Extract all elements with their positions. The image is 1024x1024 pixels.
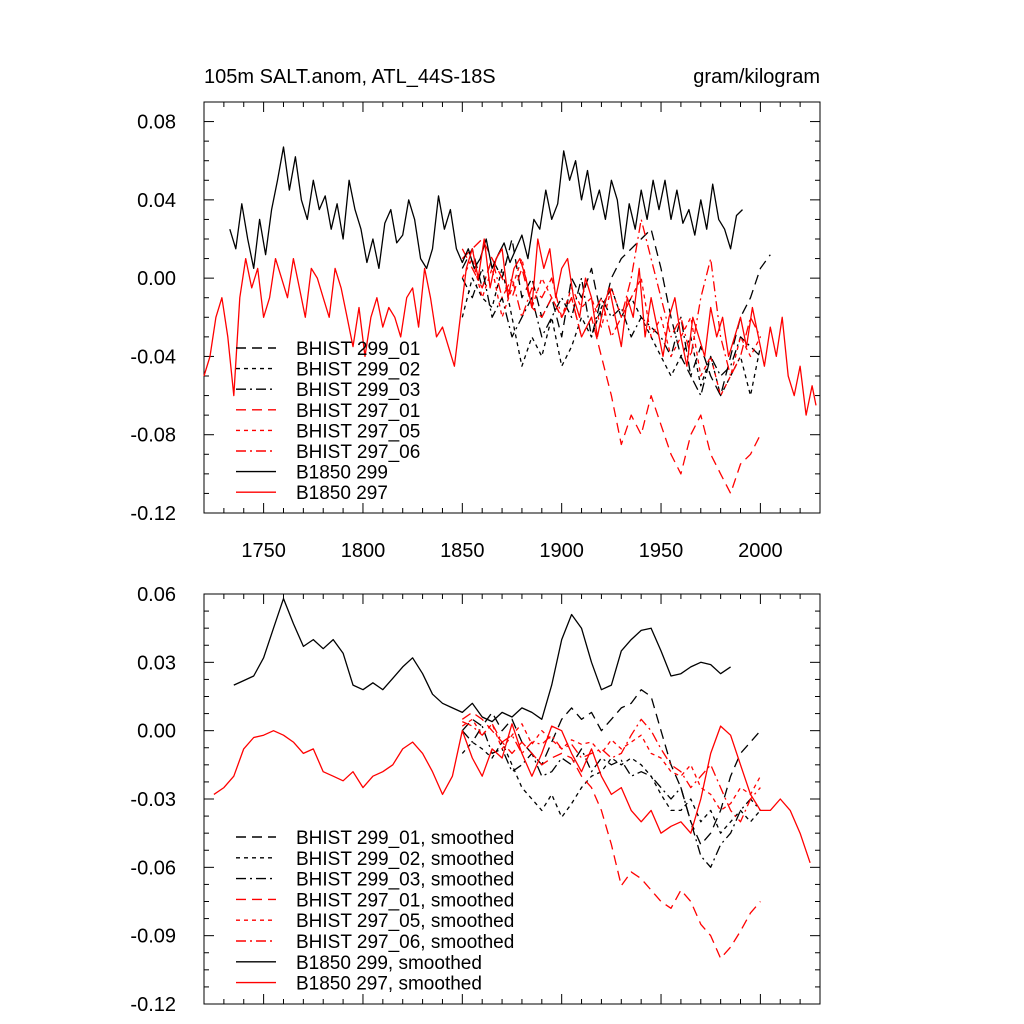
legend-label: B1850 299 (296, 463, 388, 484)
series-lines (203, 146, 817, 495)
series-line-bhist-299-02-smoothed (461, 741, 761, 834)
series-lines (213, 597, 811, 960)
y-tick-label: 0.04 (137, 190, 176, 212)
series-line-bhist-299-01-smoothed (461, 689, 761, 846)
legend-label: BHIST 299_01 (296, 339, 420, 360)
legend-label: BHIST 299_03, smoothed (296, 870, 514, 891)
legend-label: BHIST 297_05, smoothed (296, 911, 514, 932)
plot-frame (203, 101, 821, 514)
series-line-bhist-297-01 (461, 238, 761, 495)
legend-label: BHIST 299_01, smoothed (296, 828, 514, 849)
series-line-b1850-297 (203, 238, 817, 416)
legend-label: BHIST 299_02 (296, 360, 420, 381)
series-line-bhist-299-02 (461, 267, 762, 397)
series-line-b1850-299 (229, 146, 743, 270)
series-line-bhist-299-03-smoothed (461, 725, 761, 868)
x-tick-label: 1950 (639, 540, 684, 562)
legend-label: BHIST 297_01, smoothed (296, 890, 514, 911)
y-tick-label: -0.04 (130, 346, 176, 368)
y-tick-label: 0.08 (137, 112, 176, 134)
x-tick-label: 2000 (738, 540, 783, 562)
tick-marks (203, 593, 821, 1005)
legend-label: B1850 297 (296, 483, 388, 504)
y-tick-label: -0.06 (130, 857, 176, 879)
legend-label: BHIST 299_03 (296, 380, 420, 401)
x-tick-label: 1750 (241, 540, 286, 562)
series-line-bhist-299-03 (461, 267, 761, 397)
legend-label: BHIST 297_06 (296, 442, 420, 463)
y-tick-label: 0.03 (137, 652, 176, 674)
x-tick-labels: 1750 1800 1850 1900 1950 2000 (241, 540, 782, 562)
x-tick-label: 1800 (341, 540, 386, 562)
tick-marks (203, 101, 821, 514)
y-tick-label: 0.00 (137, 721, 176, 743)
y-tick-label: 0.00 (137, 268, 176, 290)
x-tick-label: 1900 (539, 540, 584, 562)
legend-label: B1850 299, smoothed (296, 953, 482, 974)
legend-label: BHIST 297_06, smoothed (296, 932, 514, 953)
y-tick-label: -0.12 (130, 503, 176, 525)
series-line-bhist-297-06-smoothed (462, 718, 761, 823)
y-tick-label: -0.09 (130, 926, 176, 948)
legend-label: BHIST 297_05 (296, 421, 420, 442)
y-tick-label: 0.06 (137, 584, 176, 606)
y-tick-labels: -0.12 -0.08 -0.04 0.00 0.04 0.08 (130, 112, 176, 525)
x-tick-label: 1850 (440, 540, 485, 562)
y-tick-labels: -0.12 -0.09 -0.06 -0.03 0.00 0.03 0.06 (130, 584, 176, 1016)
chart-bottom-panel: -0.12 -0.09 -0.06 -0.03 0.00 0.03 0.06 BHIST 2… (130, 584, 821, 1016)
series-line-bhist-297-05-smoothed (461, 718, 761, 812)
legend-label: BHIST 297_01 (296, 401, 420, 422)
series-line-bhist-299-01 (461, 228, 771, 397)
y-tick-label: -0.12 (130, 994, 176, 1016)
series-line-b1850-299-smoothed (233, 597, 731, 723)
legend-label: B1850 297, smoothed (296, 974, 482, 995)
y-tick-label: -0.08 (130, 425, 176, 447)
chart-title: 105m SALT.anom, ATL_44S-18S (204, 66, 496, 88)
series-line-bhist-297-05 (461, 257, 761, 397)
series-line-b1850-297-smoothed (213, 723, 811, 864)
legend-label: BHIST 299_02, smoothed (296, 849, 514, 870)
y-tick-label: -0.03 (130, 789, 176, 811)
series-line-bhist-297-01-smoothed (461, 711, 761, 960)
units-label: gram/kilogram (693, 66, 820, 88)
chart-top-panel: 105m SALT.anom, ATL_44S-18S gram/kilogra… (130, 66, 821, 562)
